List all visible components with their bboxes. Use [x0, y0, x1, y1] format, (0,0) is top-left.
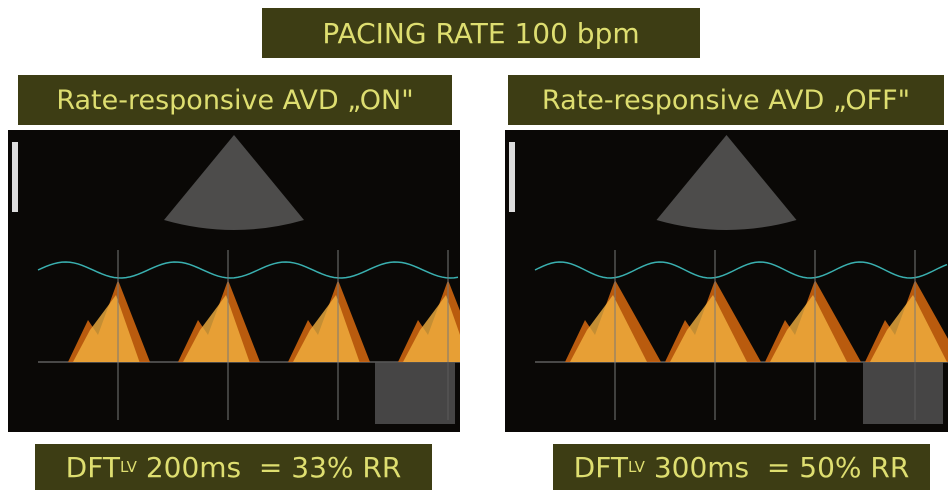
echo-image	[505, 130, 948, 432]
title: PACING RATE 100 bpm	[262, 8, 700, 58]
echo-image	[8, 130, 460, 432]
panel-label: Rate-responsive AVD „ON"	[18, 75, 452, 125]
gray-scale	[12, 142, 18, 212]
panel-label: Rate-responsive AVD „OFF"	[508, 75, 944, 125]
caption-rest: 300ms = 50% RR	[645, 451, 909, 484]
info-box	[863, 362, 943, 424]
caption-rest: 200ms = 33% RR	[137, 451, 401, 484]
caption-sub: LV	[120, 458, 137, 476]
caption-main: DFT	[574, 451, 628, 484]
gray-scale	[509, 142, 515, 212]
slide: PACING RATE 100 bpm Rate-responsive AVD …	[0, 0, 948, 490]
caption-sub: LV	[628, 458, 645, 476]
info-box	[375, 362, 455, 424]
caption-main: DFT	[66, 451, 120, 484]
